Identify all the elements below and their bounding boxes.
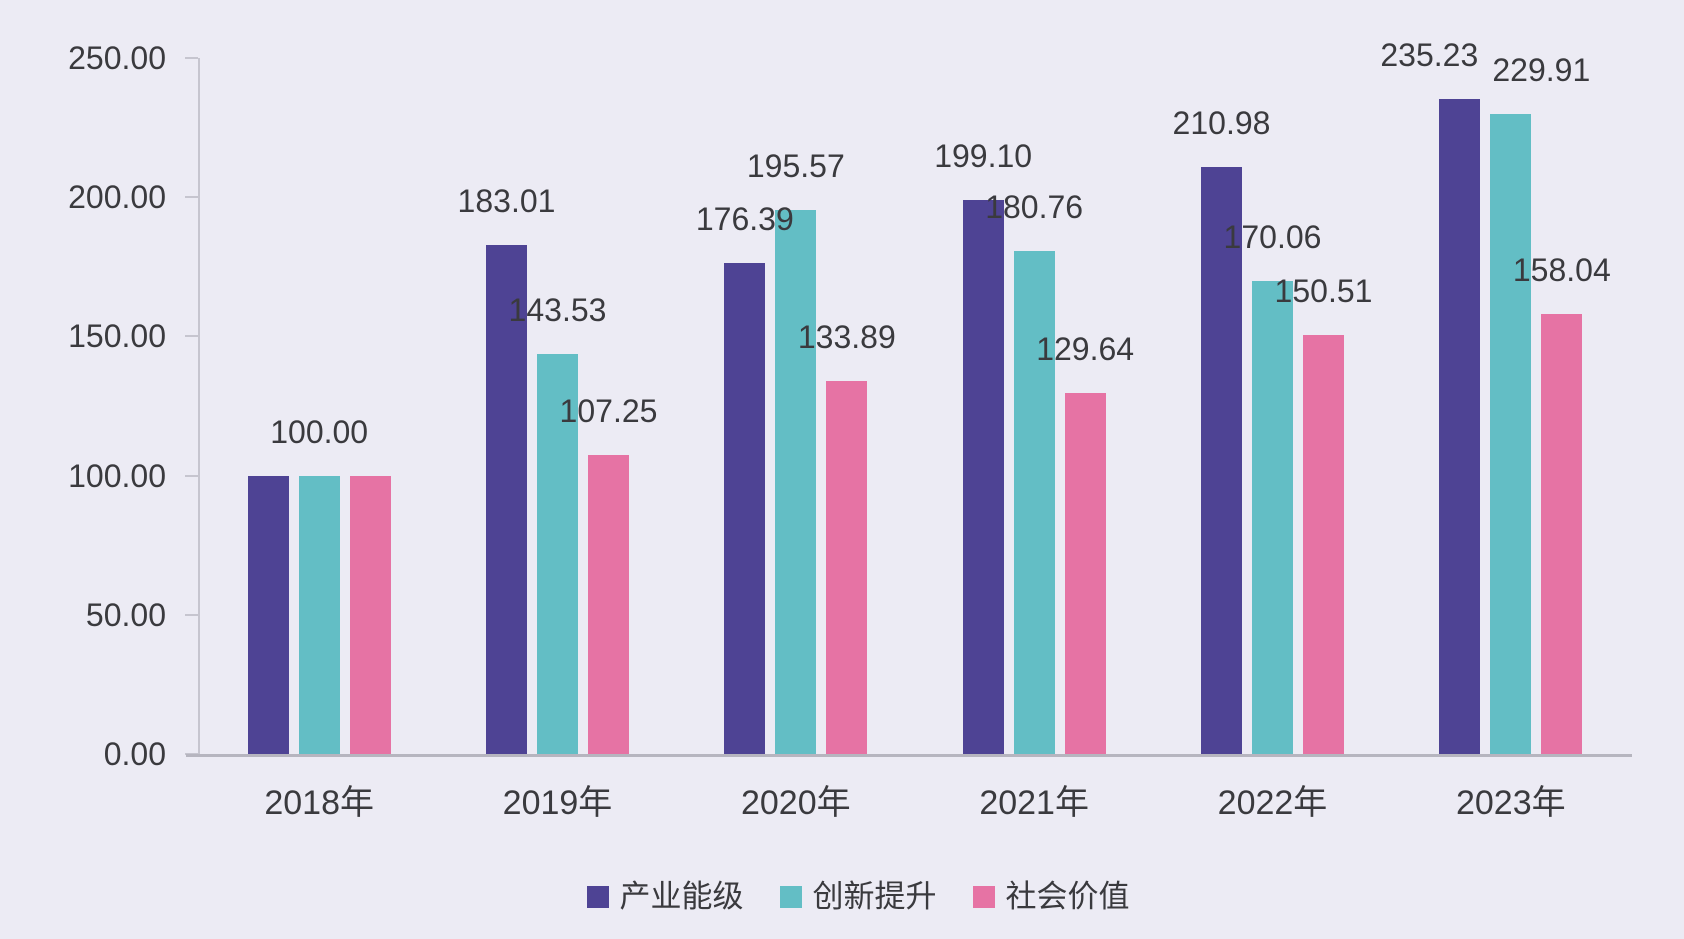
value-label-innovation-boost-2021: 180.76 bbox=[985, 188, 1084, 225]
x-axis-line bbox=[186, 754, 1632, 757]
bar-social-value-2018 bbox=[349, 475, 391, 754]
legend-swatch-industry-level bbox=[586, 886, 609, 908]
bar-industry-level-2021 bbox=[962, 199, 1004, 754]
x-axis-label-2020: 2020年 bbox=[740, 784, 851, 822]
value-label-social-value-2020: 133.89 bbox=[797, 319, 896, 356]
legend-label-social-value: 社会价值 bbox=[1005, 879, 1130, 914]
value-label-industry-level-2019: 183.01 bbox=[457, 182, 556, 219]
value-label-innovation-boost-2019: 143.53 bbox=[508, 292, 607, 329]
x-axis-label-2019: 2019年 bbox=[502, 784, 613, 822]
x-axis-label-2023: 2023年 bbox=[1455, 784, 1566, 822]
legend-item-industry-level: 产业能级 bbox=[586, 879, 744, 915]
legend-swatch-innovation-boost bbox=[779, 886, 802, 908]
bar-innovation-boost-2021 bbox=[1013, 250, 1055, 754]
bar-industry-level-2018 bbox=[247, 475, 289, 754]
legend-item-social-value: 社会价值 bbox=[972, 879, 1130, 915]
bar-social-value-2023 bbox=[1541, 314, 1583, 754]
bar-innovation-boost-2018 bbox=[298, 475, 340, 754]
value-label-social-value-2022: 150.51 bbox=[1274, 272, 1373, 309]
legend: 产业能级 创新提升 社会价值 bbox=[16, 874, 1684, 920]
value-label-industry-level-2021: 199.10 bbox=[934, 137, 1033, 174]
value-label-social-value-2019: 107.25 bbox=[559, 393, 658, 430]
bar-social-value-2019 bbox=[587, 455, 629, 754]
value-label-2018: 100.00 bbox=[270, 413, 369, 450]
bar-industry-level-2020 bbox=[724, 262, 766, 754]
bar-industry-level-2022 bbox=[1200, 166, 1242, 754]
value-label-social-value-2021: 129.64 bbox=[1036, 331, 1135, 368]
value-label-innovation-boost-2020: 195.57 bbox=[746, 147, 845, 184]
bar-industry-level-2023 bbox=[1439, 99, 1481, 754]
value-label-innovation-boost-2023: 229.91 bbox=[1492, 51, 1591, 88]
bar-social-value-2021 bbox=[1064, 393, 1106, 754]
bar-innovation-boost-2019 bbox=[536, 354, 578, 754]
bar-innovation-boost-2020 bbox=[775, 209, 817, 754]
bar-industry-level-2019 bbox=[485, 244, 527, 754]
x-axis-label-2018: 2018年 bbox=[264, 784, 374, 822]
bar-innovation-boost-2023 bbox=[1490, 113, 1532, 754]
bar-social-value-2022 bbox=[1302, 334, 1344, 754]
legend-label-industry-level: 产业能级 bbox=[619, 879, 744, 914]
value-label-industry-level-2022: 210.98 bbox=[1172, 104, 1271, 141]
legend-swatch-social-value bbox=[972, 886, 995, 908]
x-axis-label-2021: 2021年 bbox=[979, 784, 1089, 822]
value-label-innovation-boost-2022: 170.06 bbox=[1223, 218, 1322, 255]
value-label-industry-level-2023: 235.23 bbox=[1380, 37, 1479, 74]
y-axis-line bbox=[198, 58, 200, 756]
legend-label-innovation-boost: 创新提升 bbox=[812, 879, 937, 914]
bar-social-value-2020 bbox=[826, 381, 868, 754]
value-label-social-value-2023: 158.04 bbox=[1512, 252, 1611, 289]
value-label-industry-level-2020: 176.39 bbox=[695, 200, 794, 237]
legend-item-innovation-boost: 创新提升 bbox=[779, 879, 937, 915]
bar-innovation-boost-2022 bbox=[1251, 280, 1293, 754]
x-axis-label-2022: 2022年 bbox=[1217, 784, 1328, 822]
